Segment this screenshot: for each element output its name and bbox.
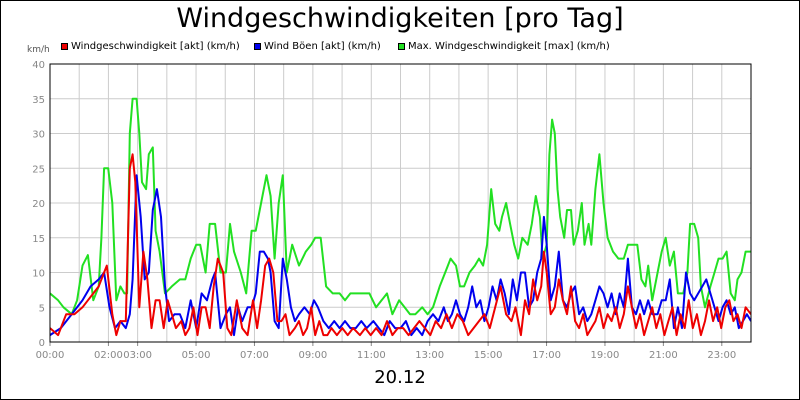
- y-tick-label: 15: [32, 234, 45, 245]
- legend: Windgeschwindigkeit [akt] (km/h) Wind Bö…: [1, 39, 799, 53]
- x-tick-label: 17:00: [532, 350, 561, 361]
- legend-item-wind-speed: Windgeschwindigkeit [akt] (km/h): [61, 39, 240, 53]
- y-tick-label: 40: [32, 60, 45, 71]
- y-tick-label: 25: [32, 164, 45, 175]
- x-tick-label: 15:00: [474, 350, 503, 361]
- y-tick-label: 10: [32, 269, 45, 280]
- y-tick-label: 20: [32, 199, 45, 210]
- legend-swatch-red: [61, 42, 68, 50]
- series-line-2: [50, 153, 751, 337]
- x-tick-label: 09:00: [298, 350, 327, 361]
- x-tick-label: 13:00: [415, 350, 444, 361]
- x-tick-label: 02:00: [94, 350, 123, 361]
- x-tick-label: 03:00: [123, 350, 152, 361]
- x-tick-label: 00:00: [36, 350, 65, 361]
- x-axis-date-label: 20.12: [374, 367, 426, 388]
- y-tick-label: 0: [39, 338, 45, 349]
- x-tick-label: 21:00: [649, 350, 678, 361]
- legend-swatch-green: [398, 42, 405, 50]
- y-axis-unit: km/h: [27, 45, 50, 55]
- x-tick-label: 19:00: [591, 350, 620, 361]
- x-tick-label: 05:00: [182, 350, 211, 361]
- legend-item-gusts: Wind Böen [akt] (km/h): [254, 39, 381, 53]
- chart-title: Windgeschwindigkeiten [pro Tag]: [176, 3, 624, 34]
- y-tick-label: 30: [32, 130, 45, 141]
- plot-border: [49, 63, 752, 343]
- y-tick-label: 35: [32, 95, 45, 106]
- y-tick-label: 5: [39, 303, 45, 314]
- x-tick-label: 07:00: [240, 350, 269, 361]
- series-line-0: [50, 97, 751, 316]
- legend-item-max-wind: Max. Windgeschwindigkeit [max] (km/h): [398, 39, 610, 53]
- x-tick-label: 23:00: [707, 350, 736, 361]
- legend-swatch-blue: [254, 42, 261, 50]
- legend-label-wind-speed: Windgeschwindigkeit [akt] (km/h): [71, 40, 240, 52]
- x-tick-label: 11:00: [357, 350, 386, 361]
- legend-label-max-wind: Max. Windgeschwindigkeit [max] (km/h): [408, 40, 610, 52]
- legend-label-gusts: Wind Böen [akt] (km/h): [264, 40, 381, 52]
